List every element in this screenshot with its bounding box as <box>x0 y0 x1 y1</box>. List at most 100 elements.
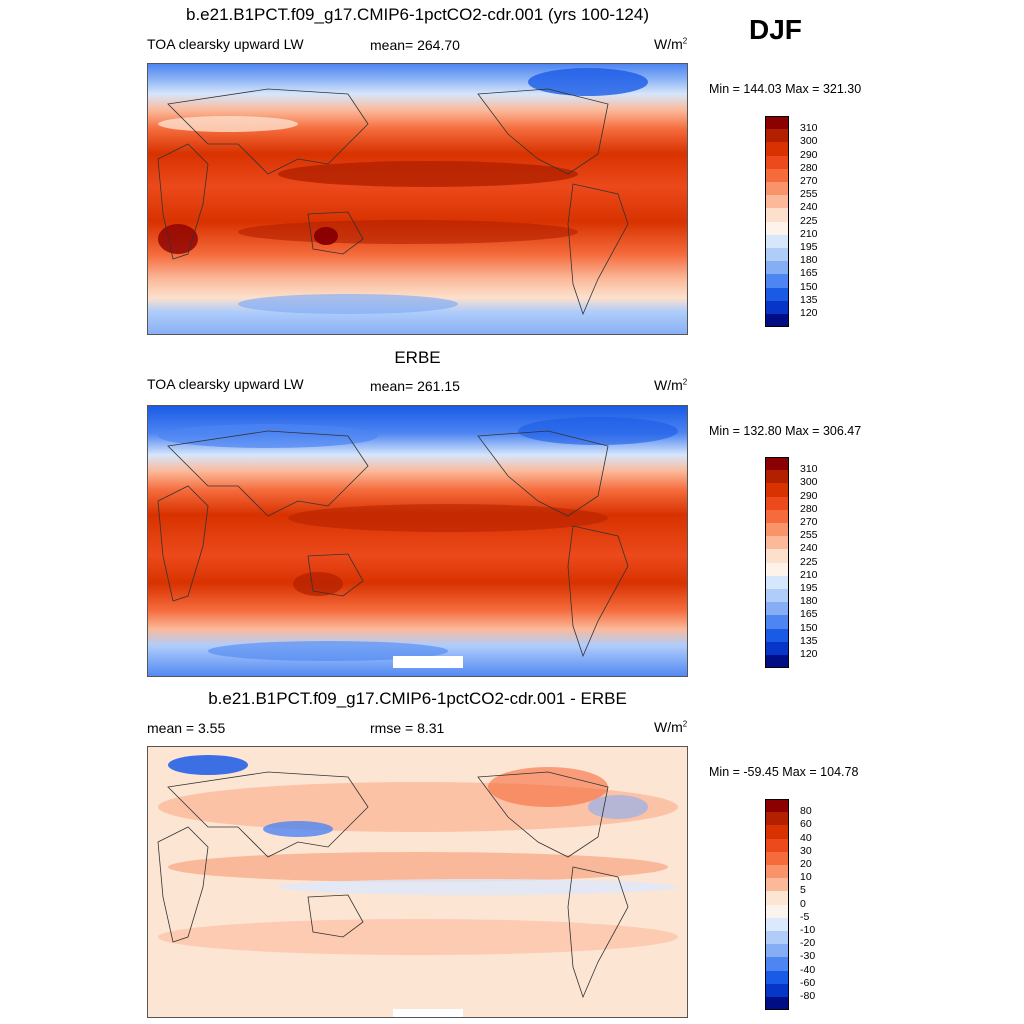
panel-2-title: ERBE <box>394 348 441 367</box>
colorbar-swatch <box>765 142 789 156</box>
panel-3-rmse: rmse = 8.31 <box>370 720 445 736</box>
colorbar-swatch <box>765 195 789 209</box>
panel-3-minmax: Min = -59.45 Max = 104.78 <box>709 765 859 779</box>
colorbar-tick-label: 270 <box>800 516 818 528</box>
season-label: DJF <box>749 14 802 45</box>
colorbar-swatch <box>765 221 789 235</box>
panel-1-minmax: Min = 144.03 Max = 321.30 <box>709 82 862 96</box>
colorbar-tick-label: -80 <box>800 990 816 1002</box>
colorbar-swatch <box>765 628 789 642</box>
colorbar-tick-label: -40 <box>800 963 816 976</box>
panel-1-title: b.e21.B1PCT.f09_g17.CMIP6-1pctCO2-cdr.00… <box>185 5 650 24</box>
colorbar-tick-label: 255 <box>800 529 818 542</box>
colorbar-swatch <box>765 457 789 471</box>
colorbar-swatch <box>765 615 789 629</box>
panel-3-map <box>147 746 688 1018</box>
colorbar-tick-label: 195 <box>800 582 818 594</box>
colorbar-swatch <box>765 851 789 865</box>
colorbar-swatch <box>765 655 789 669</box>
colorbar-swatch <box>765 904 789 918</box>
colorbar-tick-label: -30 <box>800 950 816 963</box>
colorbar-tick-label: 310 <box>800 463 818 476</box>
colorbar-swatch <box>765 917 789 931</box>
colorbar-tick-label: 195 <box>800 241 818 253</box>
colorbar-swatch <box>765 799 789 813</box>
colorbar-tick-label: -20 <box>800 937 816 950</box>
panel-2-minmax: Min = 132.80 Max = 306.47 <box>709 424 862 438</box>
colorbar-tick-label: 120 <box>800 648 818 660</box>
colorbar-tick-label: 270 <box>800 175 818 187</box>
colorbar-swatch <box>765 496 789 510</box>
colorbar-tick-label: 290 <box>800 148 818 161</box>
colorbar-swatch <box>765 549 789 563</box>
colorbar-swatch <box>765 825 789 839</box>
panel-1-variable-label: TOA clearsky upward LW <box>147 36 304 52</box>
colorbar-swatch <box>765 589 789 603</box>
colorbar-tick-label: -60 <box>800 976 816 989</box>
colorbar-tick-label: -5 <box>800 910 810 923</box>
colorbar-tick-label: 120 <box>800 307 818 319</box>
colorbar-swatch <box>765 575 789 589</box>
colorbar-tick-label: 40 <box>800 831 812 844</box>
panel-3-mean: mean = 3.55 <box>147 720 226 736</box>
colorbar-swatch <box>765 261 789 275</box>
colorbar-tick-label: 20 <box>800 858 812 870</box>
colorbar-swatch <box>765 155 789 169</box>
colorbar-swatch <box>765 931 789 945</box>
colorbar-swatch <box>765 562 789 576</box>
colorbar-tick-label: 150 <box>800 621 818 634</box>
colorbar-swatch <box>765 314 789 328</box>
colorbar-swatch <box>765 129 789 143</box>
colorbar-swatch <box>765 997 789 1011</box>
panel-2-units: W/m2 <box>654 377 688 393</box>
colorbar-swatch <box>765 509 789 523</box>
colorbar-swatch <box>765 483 789 497</box>
colorbar-swatch <box>765 536 789 550</box>
panel-2-map <box>147 405 688 677</box>
colorbar-tick-label: 180 <box>800 254 818 267</box>
colorbar-tick-label: 10 <box>800 871 812 884</box>
colorbar-tick-label: 5 <box>800 884 806 897</box>
colorbar-swatch <box>765 470 789 484</box>
colorbar-tick-label: 30 <box>800 844 812 857</box>
colorbar-swatch <box>765 248 789 262</box>
colorbar-tick-label: 290 <box>800 489 818 502</box>
colorbar-swatch <box>765 812 789 826</box>
colorbar-swatch <box>765 523 789 537</box>
panel-1-mean: mean= 264.70 <box>370 37 460 53</box>
colorbar-tick-label: 300 <box>800 476 818 489</box>
colorbar-tick-label: 310 <box>800 122 818 135</box>
colorbar-tick-label: 255 <box>800 188 818 201</box>
colorbar-tick-label: 135 <box>800 293 818 306</box>
colorbar-tick-label: 240 <box>800 201 818 214</box>
colorbar-swatch <box>765 641 789 655</box>
colorbar-tick-label: 180 <box>800 595 818 608</box>
colorbar-tick-label: 300 <box>800 135 818 148</box>
colorbar-swatch <box>765 234 789 248</box>
panel-3-title: b.e21.B1PCT.f09_g17.CMIP6-1pctCO2-cdr.00… <box>208 689 627 708</box>
colorbar-swatch <box>765 116 789 130</box>
panel-2-variable-label: TOA clearsky upward LW <box>147 376 304 392</box>
colorbar-swatch <box>765 287 789 301</box>
colorbar-swatch <box>765 838 789 852</box>
colorbar-tick-label: 225 <box>800 555 818 568</box>
colorbar-tick-label: 60 <box>800 818 812 831</box>
colorbar-tick-label: -10 <box>800 924 816 936</box>
colorbar-swatch <box>765 602 789 616</box>
colorbar-swatch <box>765 168 789 182</box>
colorbar-swatch <box>765 878 789 892</box>
colorbar-tick-label: 225 <box>800 214 818 227</box>
colorbar-swatch <box>765 970 789 984</box>
colorbar-swatch <box>765 274 789 288</box>
colorbar-tick-label: 0 <box>800 897 806 910</box>
colorbar-tick-label: 210 <box>800 227 818 240</box>
colorbar-tick-label: 135 <box>800 634 818 647</box>
colorbar-swatch <box>765 182 789 196</box>
panel-1-map <box>147 63 688 335</box>
colorbar-tick-label: 165 <box>800 267 818 280</box>
colorbar-swatch <box>765 944 789 958</box>
panel-1-units: W/m2 <box>654 36 688 52</box>
panel-2-mean: mean= 261.15 <box>370 378 460 394</box>
colorbar-tick-label: 280 <box>800 502 818 515</box>
colorbar-swatch <box>765 957 789 971</box>
